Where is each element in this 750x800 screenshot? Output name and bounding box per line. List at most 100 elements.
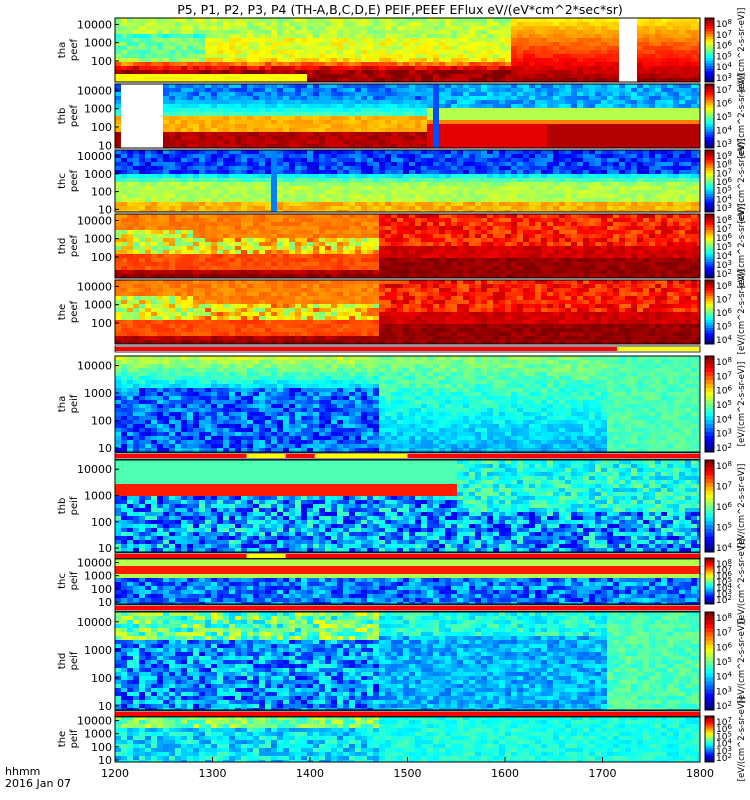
heatmap-cell <box>535 78 541 82</box>
heatmap-cell <box>163 26 169 30</box>
heatmap-cell <box>115 132 121 136</box>
heatmap-cell <box>475 210 481 212</box>
heatmap-cell <box>493 194 499 198</box>
heatmap-cell <box>355 170 361 174</box>
heatmap-cell <box>295 150 301 154</box>
heatmap-cell <box>607 38 613 42</box>
heatmap-cell <box>619 190 625 194</box>
heatmap-cell <box>193 22 199 26</box>
heatmap-cell <box>613 132 619 136</box>
heatmap-cell <box>283 190 289 194</box>
heatmap-cell <box>379 46 385 50</box>
heatmap-cell <box>313 38 319 42</box>
heatmap-cell <box>433 96 439 100</box>
heatmap-cell <box>163 108 169 112</box>
heatmap-cell <box>541 22 547 26</box>
heatmap-cell <box>361 190 367 194</box>
heatmap-cell <box>601 198 607 202</box>
heatmap-cell <box>517 88 523 92</box>
heatmap-cell <box>571 108 577 112</box>
heatmap-cell <box>415 194 421 198</box>
heatmap-cell <box>439 46 445 50</box>
heatmap-cell <box>661 18 667 22</box>
heatmap-cell <box>505 42 511 46</box>
heatmap-cell <box>121 18 127 22</box>
heatmap-cell <box>343 70 349 74</box>
heatmap-cell <box>409 46 415 50</box>
heatmap-cell <box>655 210 661 212</box>
heatmap-cell <box>439 202 445 206</box>
heatmap-cell <box>541 62 547 66</box>
heatmap-cell <box>229 108 235 112</box>
heatmap-cell <box>529 30 535 34</box>
heatmap-cell <box>325 92 331 96</box>
heatmap-cell <box>229 104 235 108</box>
heatmap-cell <box>217 254 223 258</box>
heatmap-cell <box>307 136 313 140</box>
heatmap-cell <box>451 132 457 136</box>
heatmap-cell <box>127 270 133 274</box>
heatmap-cell <box>385 158 391 162</box>
heatmap-cell <box>121 274 127 278</box>
heatmap-cell <box>445 170 451 174</box>
heatmap-cell <box>157 54 163 58</box>
heatmap-cell <box>163 18 169 22</box>
heatmap-cell <box>415 166 421 170</box>
heatmap-cell <box>583 202 589 206</box>
heatmap-cell <box>181 88 187 92</box>
heatmap-cell <box>511 170 517 174</box>
heatmap-cell <box>253 50 259 54</box>
heatmap-cell <box>181 18 187 22</box>
heatmap-cell <box>493 150 499 154</box>
heatmap-cell <box>229 202 235 206</box>
heatmap-cell <box>607 202 613 206</box>
heatmap-cell <box>541 198 547 202</box>
heatmap-cell <box>175 100 181 104</box>
heatmap-cell <box>559 70 565 74</box>
heatmap-cell <box>301 42 307 46</box>
heatmap-cell <box>583 194 589 198</box>
colorbar-step <box>705 42 714 46</box>
heatmap-cell <box>409 150 415 154</box>
heatmap-cell <box>205 214 211 218</box>
heatmap-cell <box>547 202 553 206</box>
heatmap-cell <box>241 186 247 190</box>
heatmap-cell <box>493 178 499 182</box>
heatmap-cell <box>181 132 187 136</box>
heatmap-cell <box>385 198 391 202</box>
heatmap-cell <box>535 140 541 144</box>
heatmap-cell <box>421 162 427 166</box>
heatmap-cell <box>313 104 319 108</box>
heatmap-cell <box>241 206 247 210</box>
heatmap-cell <box>313 198 319 202</box>
heatmap-cell <box>349 108 355 112</box>
heatmap-cell <box>385 34 391 38</box>
heatmap-cell <box>403 206 409 210</box>
heatmap-cell <box>595 112 601 116</box>
heatmap-cell <box>199 154 205 158</box>
heatmap-cell <box>163 182 169 186</box>
heatmap-cell <box>457 66 463 70</box>
heatmap-cell <box>439 74 445 78</box>
heatmap-cell <box>601 128 607 132</box>
heatmap-cell <box>343 88 349 92</box>
heatmap-cell <box>397 136 403 140</box>
heatmap-cell <box>487 158 493 162</box>
heatmap-cell <box>481 140 487 144</box>
heatmap-cell <box>541 18 547 22</box>
heatmap-cell <box>559 144 565 148</box>
heatmap-cell <box>397 74 403 78</box>
heatmap-cell <box>133 154 139 158</box>
heatmap-cell <box>319 136 325 140</box>
colorbar-step <box>705 118 714 122</box>
heatmap-cell <box>181 26 187 30</box>
heatmap-cell <box>295 186 301 190</box>
heatmap-cell <box>631 162 637 166</box>
heatmap-cell <box>379 154 385 158</box>
heatmap-cell <box>325 194 331 198</box>
heatmap-cell <box>283 210 289 212</box>
heatmap-cell <box>613 136 619 140</box>
heatmap-cell <box>607 88 613 92</box>
heatmap-cell <box>151 178 157 182</box>
